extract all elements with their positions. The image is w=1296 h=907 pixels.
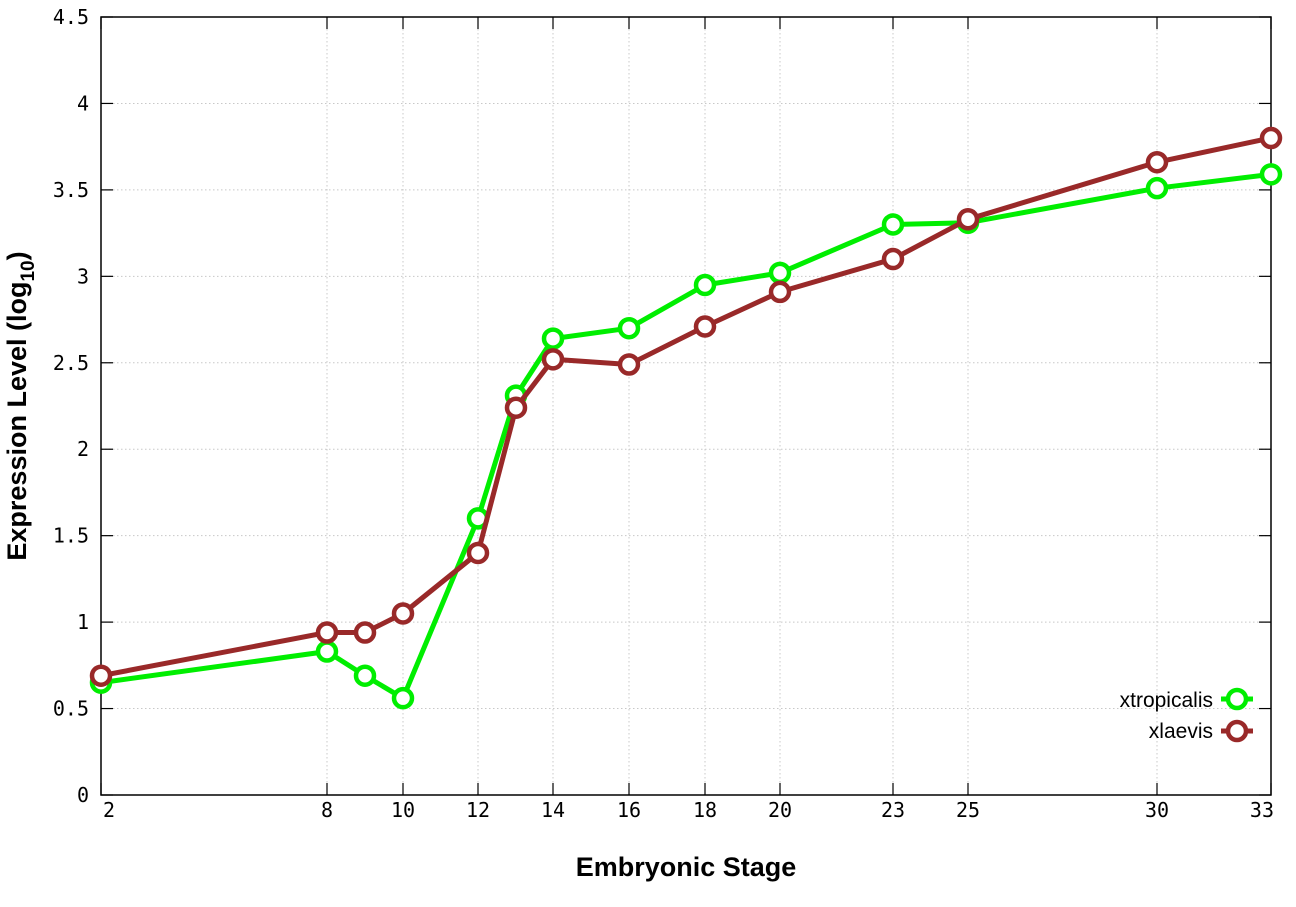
x-tick-label: 20: [768, 798, 792, 822]
data-point-xlaevis: [1259, 126, 1283, 150]
data-point-xlaevis: [1145, 150, 1169, 174]
series-xlaevis: [89, 126, 1283, 687]
x-tick-label: 14: [541, 798, 565, 822]
data-point-xlaevis: [768, 280, 792, 304]
y-tick-label: 3.5: [53, 178, 89, 202]
y-axis-title: Expression Level (log10): [2, 251, 39, 560]
data-point-xlaevis: [881, 247, 905, 271]
data-point-xlaevis: [504, 396, 528, 419]
x-tick-label: 2: [103, 798, 115, 822]
y-tick-label: 2.5: [53, 351, 89, 375]
y-tick-label: 4: [77, 91, 89, 115]
legend-label-xlaevis: xlaevis: [1149, 720, 1213, 743]
series-line-xlaevis: [100, 135, 1272, 679]
x-tick-label: 25: [956, 798, 980, 822]
data-point-xlaevis: [541, 348, 565, 371]
series-layer: [89, 126, 1283, 710]
data-point-xtropicalis: [881, 213, 905, 236]
y-axis-title-main: Expression Level (log: [2, 282, 32, 561]
data-point-xlaevis: [956, 208, 980, 231]
series-line-xtropicalis: [100, 171, 1272, 701]
data-point-xlaevis: [693, 315, 717, 338]
y-axis-title-end: ): [2, 251, 32, 260]
y-axis-ticks: 0 0.5 1 1.5 2 2.5 3 3.5 4 4.5: [53, 5, 1271, 807]
legend: xtropicalis xlaevis: [1120, 687, 1253, 743]
y-tick-label: 1: [77, 610, 89, 634]
x-tick-label: 8: [321, 798, 333, 822]
data-point-xlaevis: [353, 621, 377, 644]
data-point-xtropicalis: [693, 273, 717, 297]
x-tick-label: 12: [466, 798, 490, 822]
x-axis-title: Embryonic Stage: [576, 852, 797, 882]
x-tick-label: 16: [617, 798, 641, 822]
data-point-xtropicalis: [617, 316, 641, 340]
y-tick-label: 3: [77, 264, 89, 288]
y-tick-label: 1.5: [53, 524, 89, 548]
legend-marker-xlaevis: [1225, 719, 1249, 743]
y-tick-label: 0: [77, 783, 89, 807]
y-tick-label: 2: [77, 437, 89, 461]
data-point-xtropicalis: [353, 664, 377, 687]
data-point-xlaevis: [315, 621, 339, 644]
x-axis-ticks: 2 8 10 12 14 16 18 20 23 25 30 33: [100, 17, 1274, 822]
data-point-xtropicalis: [768, 261, 792, 285]
data-point-xtropicalis: [1259, 163, 1283, 186]
y-tick-label: 0.5: [53, 697, 89, 721]
x-tick-label: 30: [1145, 798, 1169, 822]
series-xtropicalis: [89, 163, 1283, 710]
x-tick-label: 33: [1250, 798, 1274, 822]
data-point-xlaevis: [466, 541, 490, 565]
data-point-xlaevis: [391, 602, 415, 625]
data-point-xlaevis: [89, 664, 113, 687]
y-axis-title-subscript: 10: [18, 260, 39, 281]
data-point-xtropicalis: [541, 327, 565, 350]
plot-frame: [100, 16, 1272, 796]
x-tick-label: 23: [881, 798, 905, 822]
x-tick-label: 18: [693, 798, 717, 822]
grid-lines: [101, 17, 1271, 795]
data-point-xtropicalis: [315, 640, 339, 663]
data-point-xtropicalis: [391, 686, 415, 710]
y-tick-label: 4.5: [53, 5, 89, 29]
legend-label-xtropicalis: xtropicalis: [1120, 689, 1213, 712]
x-tick-label: 10: [391, 798, 415, 822]
data-point-xlaevis: [617, 353, 641, 376]
data-point-xtropicalis: [1145, 176, 1169, 200]
legend-marker-xtropicalis: [1225, 687, 1249, 711]
